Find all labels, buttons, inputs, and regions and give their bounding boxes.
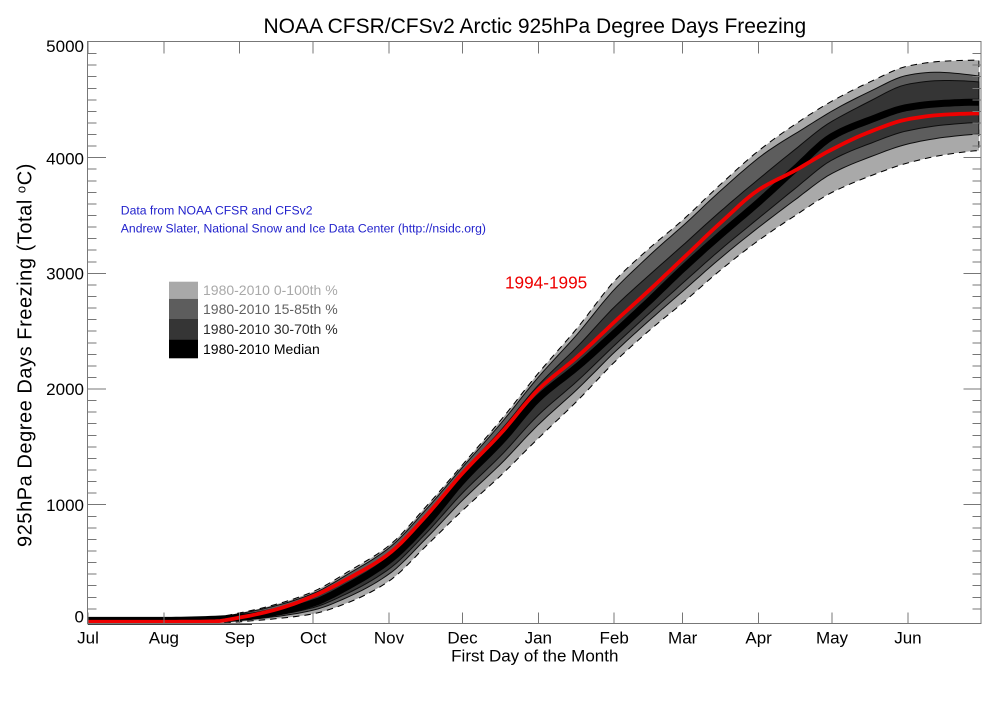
svg-text:Andrew Slater, National Snow a: Andrew Slater, National Snow and Ice Dat…	[121, 221, 486, 235]
svg-text:First Day of the Month: First Day of the Month	[451, 646, 618, 665]
svg-text:4000: 4000	[46, 150, 84, 169]
svg-text:Jul: Jul	[77, 629, 99, 648]
svg-text:1980-2010 0-100th %: 1980-2010 0-100th %	[203, 282, 338, 298]
svg-text:NOAA CFSR/CFSv2 Arctic 925hPa: NOAA CFSR/CFSv2 Arctic 925hPa Degree Day…	[263, 15, 806, 38]
svg-text:Nov: Nov	[374, 629, 405, 648]
svg-text:Jan: Jan	[525, 629, 552, 648]
svg-text:1980-2010 30-70th %: 1980-2010 30-70th %	[203, 321, 338, 337]
svg-text:Mar: Mar	[668, 629, 698, 648]
svg-text:Dec: Dec	[447, 629, 478, 648]
svg-text:Data from NOAA CFSR and CFSv2: Data from NOAA CFSR and CFSv2	[121, 204, 313, 218]
svg-text:Apr: Apr	[745, 629, 772, 648]
svg-text:Jun: Jun	[894, 629, 921, 648]
svg-text:2000: 2000	[46, 380, 84, 399]
svg-text:925hPa Degree Days Freezing (T: 925hPa Degree Days Freezing (Total oC)	[14, 163, 37, 547]
svg-text:Aug: Aug	[149, 629, 179, 648]
svg-text:1980-2010 Median: 1980-2010 Median	[203, 341, 320, 357]
svg-text:1980-2010 15-85th %: 1980-2010 15-85th %	[203, 301, 338, 317]
svg-text:Feb: Feb	[600, 629, 629, 648]
svg-text:Sep: Sep	[225, 629, 255, 648]
svg-text:May: May	[816, 629, 849, 648]
svg-text:1000: 1000	[46, 496, 84, 515]
svg-text:0: 0	[75, 608, 84, 627]
svg-text:1994-1995: 1994-1995	[505, 272, 587, 292]
svg-text:Oct: Oct	[300, 629, 327, 648]
svg-text:3000: 3000	[46, 265, 84, 284]
svg-text:5000: 5000	[46, 37, 84, 56]
